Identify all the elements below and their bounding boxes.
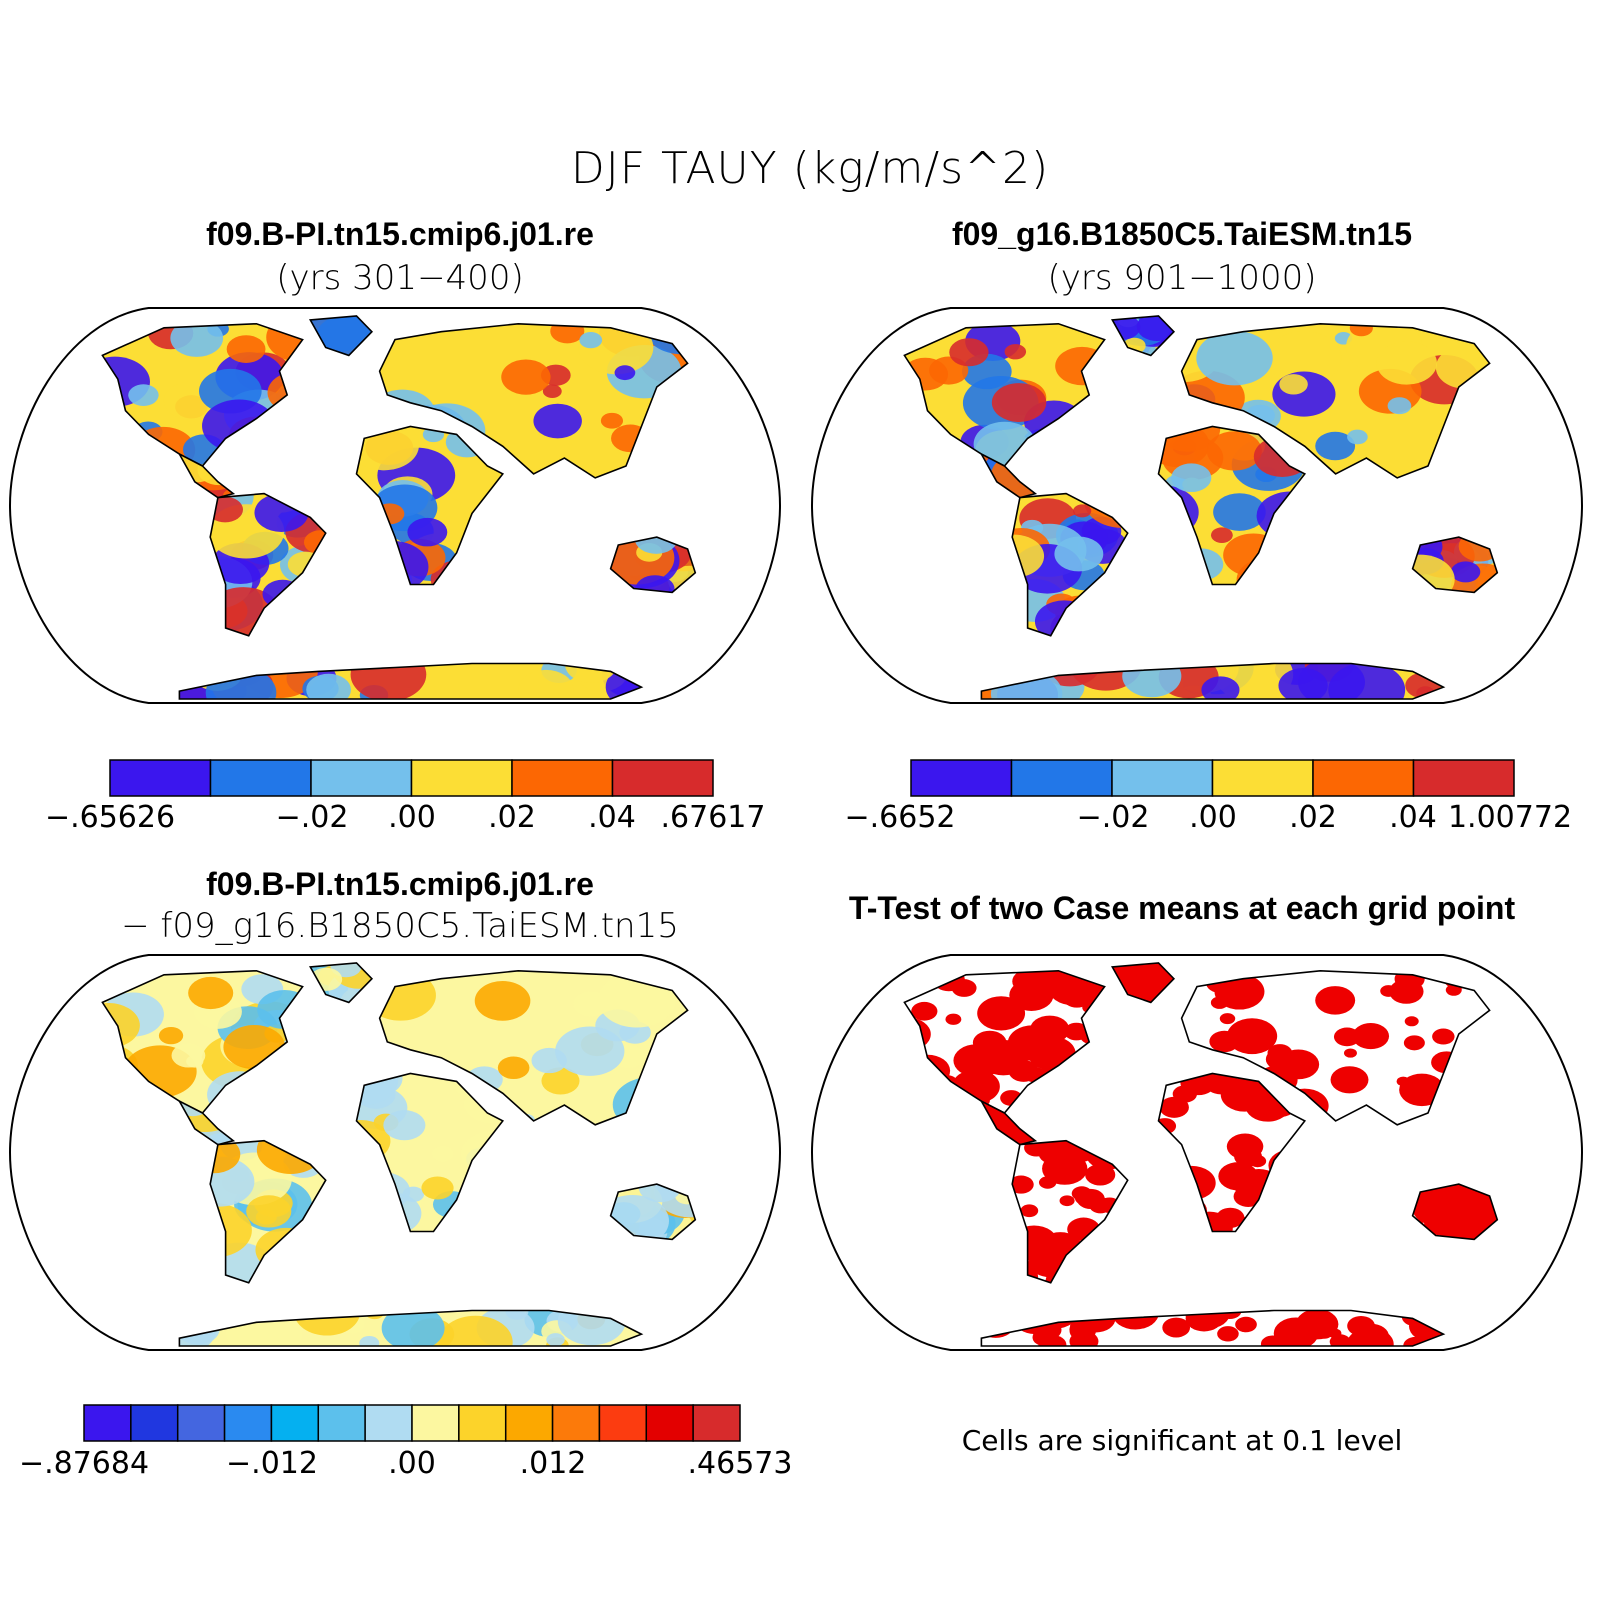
case1-frame [8, 307, 782, 704]
case1-cb-tick: .00 [388, 800, 436, 835]
diff-colorbar [83, 1404, 741, 1442]
case2-coast-australia [1411, 536, 1499, 594]
case2-title: f09_g16.B1850C5.TaiESM.tn15 [951, 216, 1413, 252]
case2-colorbar-cell [1312, 759, 1415, 797]
diff-title: f09.B-PI.tn15.cmip6.j01.re [206, 866, 594, 902]
case1-map [8, 307, 782, 704]
case2-colorbar-cell [910, 759, 1013, 797]
case2-coast-northAmerica [903, 322, 1106, 468]
case2-colorbar-cell [1412, 759, 1515, 797]
diff-map [8, 954, 782, 1351]
case1-colorbar-cell [511, 759, 614, 797]
case1-colorbar [109, 759, 714, 797]
case2-cb-tick: .02 [1289, 800, 1337, 835]
diff-colorbar-cell [551, 1404, 601, 1442]
case1-cb-tick: −.02 [275, 800, 349, 835]
case1-cb-tick: .02 [488, 800, 536, 835]
ttest-coast-australia [1411, 1183, 1499, 1241]
case1-title: f09.B-PI.tn15.cmip6.j01.re [206, 216, 594, 252]
case2-cb-max: 1.00772 [1447, 800, 1573, 835]
case1-cb-min: −.65626 [44, 800, 176, 835]
case2-colorbar-cell [1111, 759, 1214, 797]
ttest-frame [810, 954, 1584, 1351]
case1-cb-tick: .04 [588, 800, 636, 835]
ttest-coast-centralAmerica [979, 1099, 1038, 1146]
diff-cb-tick: .00 [388, 1446, 436, 1481]
case2-years: (yrs 901−1000) [1047, 258, 1317, 298]
diff-coast-australia [609, 1183, 697, 1241]
case2-coast-europeAsia [1180, 322, 1491, 479]
case1-coast-africa [355, 425, 505, 586]
case1-coast-southAmerica [209, 492, 327, 637]
diff-coast-greenland [308, 962, 374, 1004]
case1-colorbar-cell [611, 759, 714, 797]
case2-coast-centralAmerica [979, 452, 1038, 499]
case2-cb-tick: −.02 [1076, 800, 1150, 835]
diff-colorbar-cell [176, 1404, 226, 1442]
diff-colorbar-cell [598, 1404, 648, 1442]
case1-coast-greenland [308, 315, 374, 357]
diff-colorbar-cell [223, 1404, 273, 1442]
case2-coast-africa [1157, 425, 1307, 586]
case2-cb-min: −.6652 [844, 800, 956, 835]
diff-cb-min: −.87684 [18, 1446, 150, 1481]
diff-colorbar-labels: −.87684 −.012 .00 .012 .46573 [0, 1446, 1620, 1486]
case1-years: (yrs 301−400) [276, 258, 524, 298]
case2-map [810, 307, 1584, 704]
case1-coast-australia [609, 536, 697, 594]
ttest-coast-europeAsia [1180, 969, 1491, 1126]
ttest-coast-southAmerica [1011, 1139, 1129, 1284]
ttest-note: Cells are significant at 0.1 level [961, 1424, 1403, 1457]
ttest-coast-antarctica [980, 1309, 1446, 1347]
diff-coast-southAmerica [209, 1139, 327, 1284]
case1-colorbar-cell [109, 759, 212, 797]
diff-coast-northAmerica [101, 969, 304, 1115]
diff-colorbar-cell [270, 1404, 320, 1442]
diff-coast-antarctica [178, 1309, 644, 1347]
case2-colorbar-cell [1010, 759, 1113, 797]
ttest-coast-africa [1157, 1072, 1307, 1233]
diff-coast-europeAsia [378, 969, 689, 1126]
case1-coast-northAmerica [101, 322, 304, 468]
case2-colorbar-cell [1211, 759, 1314, 797]
diff-cb-tick: .012 [519, 1446, 587, 1481]
diff-coast-centralAmerica [177, 1099, 236, 1146]
diff-colorbar-cell [317, 1404, 366, 1442]
diff-coast-africa [355, 1072, 505, 1233]
case1-colorbar-labels: −.65626 −.02 .00 .02 .04 .67617 [0, 800, 1620, 840]
case1-coast-centralAmerica [177, 452, 236, 499]
case2-cb-tick: .04 [1389, 800, 1437, 835]
case1-colorbar-cell [209, 759, 312, 797]
case2-coast-greenland [1110, 315, 1176, 357]
case1-colorbar-cell [410, 759, 513, 797]
diff-colorbar-cell [458, 1404, 507, 1442]
ttest-title: T-Test of two Case means at each grid po… [848, 890, 1516, 926]
case2-colorbar [910, 759, 1515, 797]
case2-coast-southAmerica [1011, 492, 1129, 637]
case2-frame [810, 307, 1584, 704]
case2-coast-antarctica [980, 662, 1446, 700]
diff-colorbar-cell [364, 1404, 413, 1442]
diff-colorbar-cell [130, 1404, 179, 1442]
diff-colorbar-cell [504, 1404, 554, 1442]
diff-cb-tick: −.012 [226, 1446, 318, 1481]
diff-colorbar-cell [83, 1404, 132, 1442]
ttest-map [810, 954, 1584, 1351]
figure-title: DJF TAUY (kg/m/s^2) [570, 143, 1050, 194]
case2-colorbar-labels: −.6652 −.02 .00 .02 .04 1.00772 [0, 800, 1620, 840]
case1-cb-max: .67617 [660, 800, 766, 835]
diff-cb-max: .46573 [687, 1446, 793, 1481]
diff-colorbar-cell [411, 1404, 460, 1442]
diff-subtitle: − f09_g16.B1850C5.TaiESM.tn15 [121, 906, 679, 946]
diff-frame [8, 954, 782, 1351]
case2-cb-tick: .00 [1189, 800, 1237, 835]
ttest-coast-northAmerica [903, 969, 1106, 1115]
case1-coast-europeAsia [378, 322, 689, 479]
diff-colorbar-cell [645, 1404, 694, 1442]
ttest-coast-greenland [1110, 962, 1176, 1004]
case1-colorbar-cell [310, 759, 413, 797]
case1-coast-antarctica [178, 662, 644, 700]
diff-colorbar-cell [692, 1404, 741, 1442]
